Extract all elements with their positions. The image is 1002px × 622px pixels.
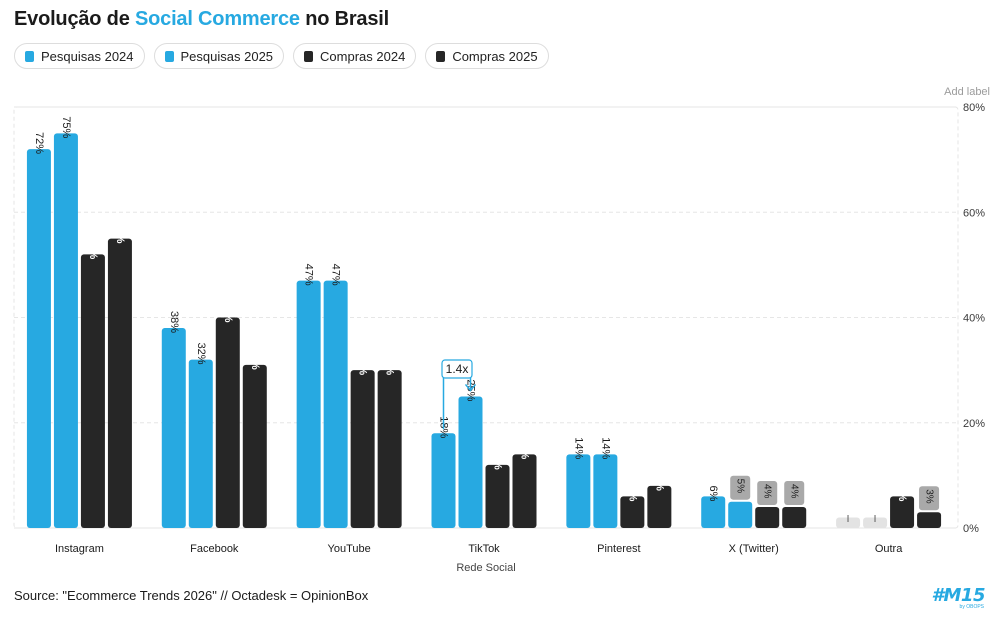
bar <box>53 133 78 528</box>
title-suffix: no Brasil <box>299 8 389 30</box>
bar <box>701 496 726 528</box>
data-label: 6% <box>896 486 908 502</box>
data-label: 5% <box>735 479 746 494</box>
data-label: 30% <box>384 353 396 375</box>
bar <box>161 328 186 528</box>
x-tick-label: Instagram <box>55 543 104 555</box>
data-label: 72% <box>33 132 45 154</box>
chart-title: Evolução de Social Commerce no Brasil <box>14 8 389 31</box>
bar <box>296 280 321 528</box>
source-note: Source: "Ecommerce Trends 2026" // Octad… <box>14 588 369 603</box>
data-label: I <box>847 514 850 525</box>
x-tick-label: Facebook <box>190 543 239 555</box>
data-label: 47% <box>303 264 315 286</box>
bar <box>458 396 483 528</box>
bar <box>107 238 132 528</box>
data-label: 12% <box>492 448 504 470</box>
bar <box>188 359 213 528</box>
bar <box>323 280 348 528</box>
y-tick-label: 60% <box>963 207 985 219</box>
data-label: 8% <box>653 475 665 491</box>
data-label: 6% <box>707 486 719 502</box>
x-tick-label: YouTube <box>328 543 371 555</box>
bar <box>485 464 510 528</box>
title-prefix: Evolução de <box>14 8 135 30</box>
data-label: 32% <box>195 343 207 365</box>
data-label-pill <box>730 475 751 500</box>
annotation-label: 1.4x <box>446 362 469 376</box>
bar <box>431 433 456 528</box>
bar <box>620 496 645 528</box>
data-label: 3% <box>924 489 935 504</box>
data-label: 14% <box>519 437 531 459</box>
legend-swatch-icon <box>436 50 446 62</box>
data-label-pill <box>919 486 940 511</box>
bar <box>377 370 402 528</box>
data-label: 30% <box>357 353 369 375</box>
annotation-box <box>441 359 473 379</box>
data-label: 4% <box>762 484 773 499</box>
data-label: 31% <box>249 348 261 370</box>
legend-label: Compras 2025 <box>452 48 538 64</box>
y-tick-label: 40% <box>963 313 985 325</box>
data-label: 40% <box>222 300 234 322</box>
y-tick-label: 0% <box>963 523 979 535</box>
data-label-pill <box>757 480 778 505</box>
bar <box>890 496 915 528</box>
x-axis-title: Rede Social <box>456 562 515 574</box>
bar <box>647 485 672 528</box>
x-tick-label: TikTok <box>468 543 500 555</box>
bar <box>215 317 240 528</box>
add-label-link[interactable]: Add label <box>944 86 990 98</box>
data-label: 52% <box>87 237 99 259</box>
legend-item-compras-2024[interactable]: Compras 2024 <box>293 43 417 69</box>
brand-logo-sub: by OBOPS <box>959 604 984 610</box>
y-tick-label: 80% <box>963 102 985 114</box>
brand-logo: #M15 <box>931 585 986 606</box>
data-label-pill <box>784 480 805 505</box>
title-accent: Social Commerce <box>134 8 300 30</box>
legend-item-pesquisas-2024[interactable]: Pesquisas 2024 <box>14 43 145 69</box>
data-label: 14% <box>572 437 584 459</box>
legend-swatch-icon <box>25 50 34 62</box>
bar <box>593 454 618 528</box>
legend-label: Compras 2024 <box>320 48 406 64</box>
legend-item-pesquisas-2025[interactable]: Pesquisas 2025 <box>153 43 285 69</box>
x-tick-label: Outra <box>875 543 903 555</box>
data-label: 38% <box>168 311 180 333</box>
legend: Pesquisas 2024 Pesquisas 2025 Compras 20… <box>14 43 549 69</box>
bar <box>836 517 861 528</box>
legend-swatch-icon <box>304 50 314 62</box>
y-tick-label: 20% <box>963 418 985 430</box>
legend-label: Pesquisas 2024 <box>41 48 134 64</box>
x-tick-label: Pinterest <box>597 543 640 555</box>
data-label: 47% <box>330 264 342 286</box>
bar <box>917 512 942 528</box>
bar <box>26 149 51 528</box>
data-label: I <box>874 514 877 525</box>
data-label: 75% <box>60 116 72 138</box>
bar <box>350 370 375 528</box>
bar <box>863 517 888 528</box>
data-label: 55% <box>114 222 126 244</box>
bar <box>242 364 267 528</box>
bar <box>566 454 591 528</box>
bar <box>755 506 780 528</box>
legend-label: Pesquisas 2025 <box>180 48 274 64</box>
legend-swatch-icon <box>164 50 174 62</box>
bar <box>80 254 105 528</box>
x-tick-label: X (Twitter) <box>729 543 779 555</box>
data-label: 4% <box>789 484 800 499</box>
bar <box>512 454 537 528</box>
bar <box>728 501 753 528</box>
annotation-arrow-icon <box>464 383 477 392</box>
data-label: 6% <box>626 486 638 502</box>
bar <box>782 506 807 528</box>
data-label: 14% <box>599 437 611 459</box>
legend-item-compras-2025[interactable]: Compras 2025 <box>425 43 549 69</box>
